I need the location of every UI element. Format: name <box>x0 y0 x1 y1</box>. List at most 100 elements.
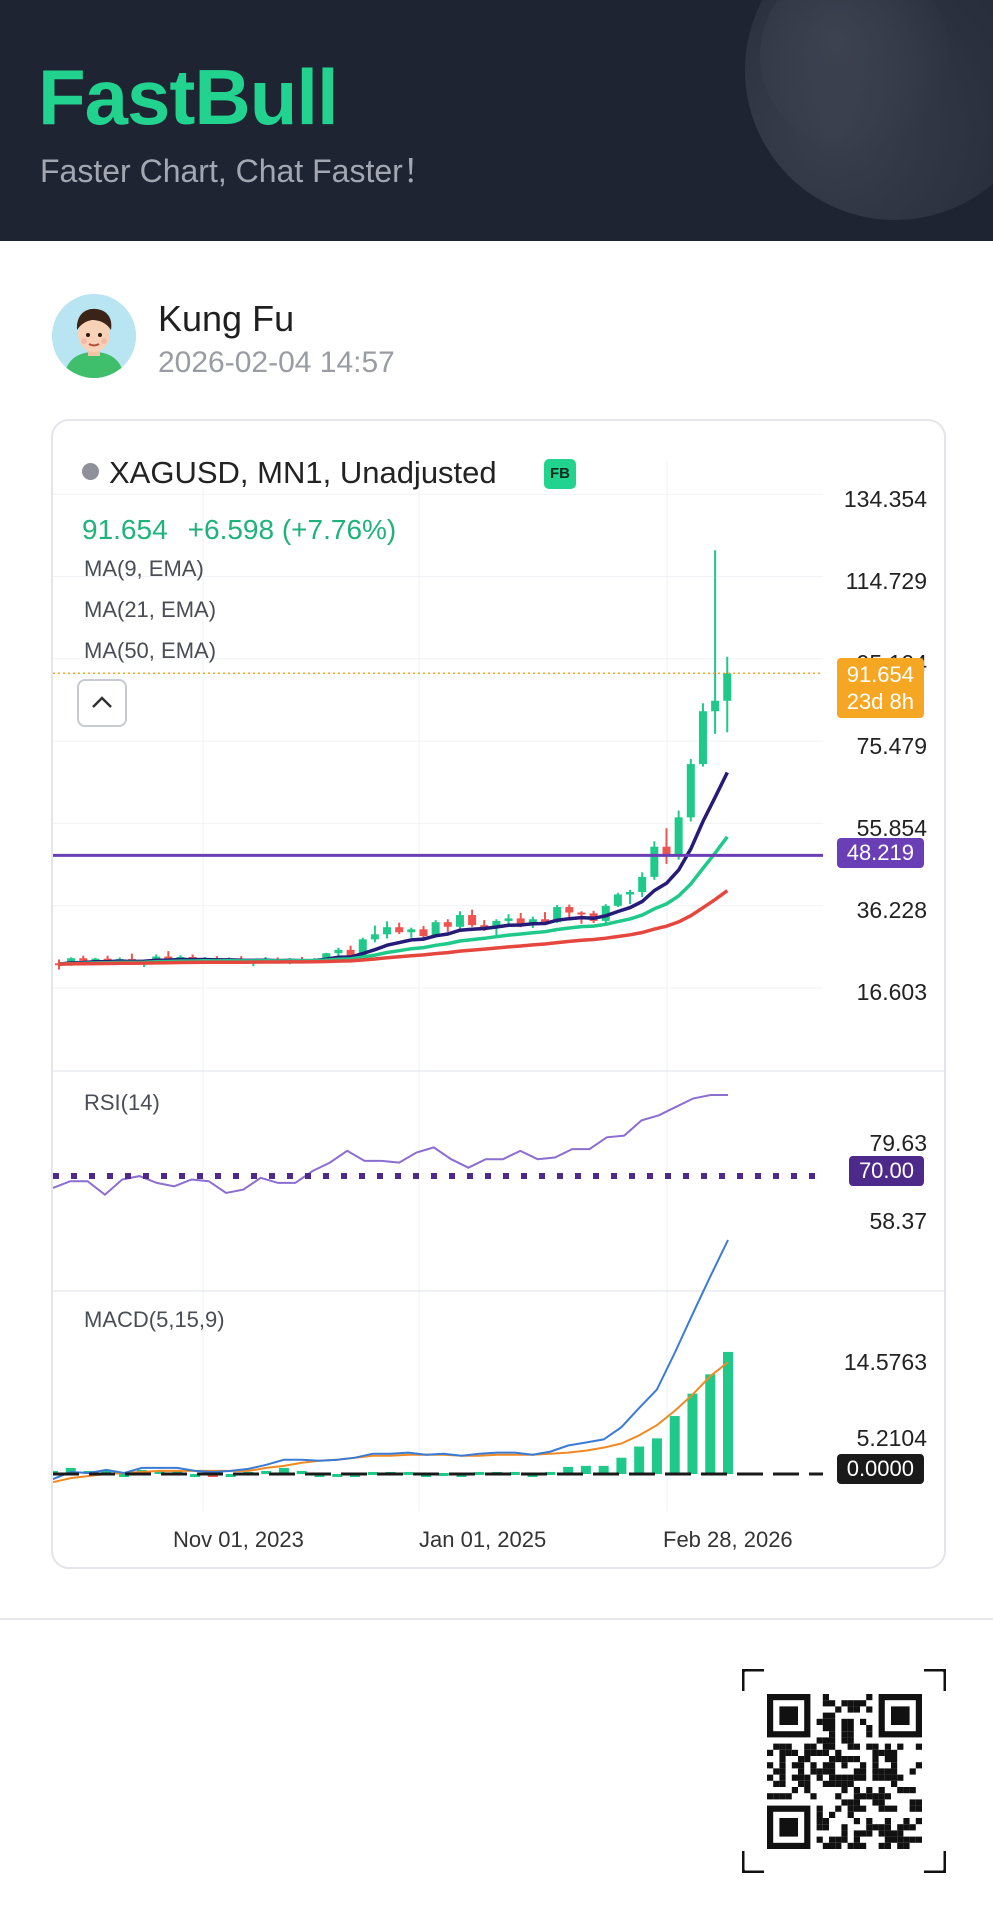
qr-module <box>884 1793 891 1800</box>
qr-module <box>866 1793 873 1800</box>
qr-module <box>779 1756 786 1763</box>
qr-module <box>841 1799 848 1806</box>
qr-module <box>853 1799 860 1806</box>
candle-body <box>152 956 161 960</box>
qr-module <box>860 1768 867 1775</box>
qr-module <box>897 1774 904 1781</box>
chevron-up-icon <box>92 696 112 708</box>
qr-module <box>841 1737 848 1744</box>
qr-module <box>903 1818 910 1825</box>
qr-module <box>829 1762 836 1769</box>
qr-module <box>866 1706 873 1713</box>
qr-module <box>872 1824 879 1831</box>
qr-module <box>866 1830 873 1837</box>
qr-module <box>872 1768 879 1775</box>
macd-histogram-bar <box>261 1470 272 1474</box>
current-price-badge: 91.654 23d 8h <box>836 658 924 718</box>
rsi-level-badge: 70.00 <box>848 1156 924 1186</box>
candle-body <box>455 915 464 927</box>
y-tick: 16.603 <box>856 979 927 1005</box>
qr-module <box>872 1793 879 1800</box>
qr-module <box>822 1743 829 1750</box>
candle-body <box>553 907 562 923</box>
qr-module <box>841 1700 848 1707</box>
qr-module <box>822 1824 829 1831</box>
qr-module <box>804 1787 811 1794</box>
qr-module <box>847 1731 854 1738</box>
qr-module <box>884 1743 891 1750</box>
qr-module <box>816 1768 823 1775</box>
qr-module <box>804 1749 811 1756</box>
macd-histogram-bar <box>403 1471 414 1475</box>
candle-body <box>79 958 88 961</box>
candle-body <box>468 915 477 926</box>
qr-module <box>810 1762 817 1769</box>
download-qr-code[interactable] <box>739 1666 949 1876</box>
macd-zero-badge: 0.0000 <box>836 1454 924 1484</box>
qr-module <box>835 1756 842 1763</box>
rsi-line <box>53 1094 728 1196</box>
qr-module <box>829 1712 836 1719</box>
y-tick: 55.854 <box>856 815 927 841</box>
candle-body <box>711 700 720 712</box>
candle-body <box>322 953 331 961</box>
header-decoration <box>760 0 950 150</box>
qr-module <box>884 1818 891 1825</box>
macd-histogram-bar <box>669 1416 680 1474</box>
qr-module <box>779 1768 786 1775</box>
current-price-value: 91.654 <box>846 662 914 687</box>
qr-module <box>847 1706 854 1713</box>
macd-tick: 14.5763 <box>843 1349 927 1375</box>
qr-module <box>878 1830 885 1837</box>
x-tick: Nov 01, 2023 <box>173 1527 304 1552</box>
qr-module <box>835 1805 842 1812</box>
qr-module <box>785 1793 792 1800</box>
qr-module <box>785 1749 792 1756</box>
avatar[interactable] <box>52 294 136 378</box>
candle-body <box>55 963 63 966</box>
qr-module <box>891 1774 898 1781</box>
qr-module <box>841 1731 848 1738</box>
user-name[interactable]: Kung Fu <box>158 298 295 339</box>
qr-module <box>779 1780 786 1787</box>
qr-module <box>829 1737 836 1744</box>
qr-module <box>847 1756 854 1763</box>
qr-module <box>822 1768 829 1775</box>
candle-body <box>443 922 452 927</box>
qr-module <box>860 1700 867 1707</box>
candle-body <box>674 817 683 855</box>
collapse-button[interactable] <box>77 679 127 727</box>
chart-card[interactable]: XAGUSD, MN1, Unadjusted FB 91.654 +6.598 … <box>51 419 946 1569</box>
qr-module <box>773 1793 780 1800</box>
qr-module <box>804 1743 811 1750</box>
qr-module <box>835 1774 842 1781</box>
qr-module <box>779 1774 786 1781</box>
qr-module <box>891 1768 898 1775</box>
qr-module <box>767 1793 774 1800</box>
qr-module <box>915 1762 922 1769</box>
qr-module <box>810 1768 817 1775</box>
qr-module <box>891 1830 898 1837</box>
qr-module <box>767 1762 774 1769</box>
qr-finder <box>779 1706 798 1725</box>
qr-module <box>779 1743 786 1750</box>
qr-module <box>816 1805 823 1812</box>
qr-module <box>853 1706 860 1713</box>
qr-module <box>915 1799 922 1806</box>
qr-module <box>767 1749 774 1756</box>
qr-finder <box>779 1818 798 1837</box>
macd-histogram-bar <box>651 1438 662 1474</box>
qr-module <box>841 1762 848 1769</box>
qr-module <box>779 1793 786 1800</box>
brand-logo: FastBull <box>38 53 339 141</box>
qr-module <box>841 1830 848 1837</box>
macd-histogram-bar <box>723 1351 733 1474</box>
qr-module <box>860 1830 867 1837</box>
candle-body <box>91 958 100 961</box>
qr-module <box>847 1737 854 1744</box>
macd-histogram-bar <box>101 1469 112 1474</box>
candle-body <box>431 922 440 937</box>
avatar-illustration <box>52 294 136 378</box>
qr-module <box>903 1836 910 1843</box>
qr-module <box>853 1818 860 1825</box>
